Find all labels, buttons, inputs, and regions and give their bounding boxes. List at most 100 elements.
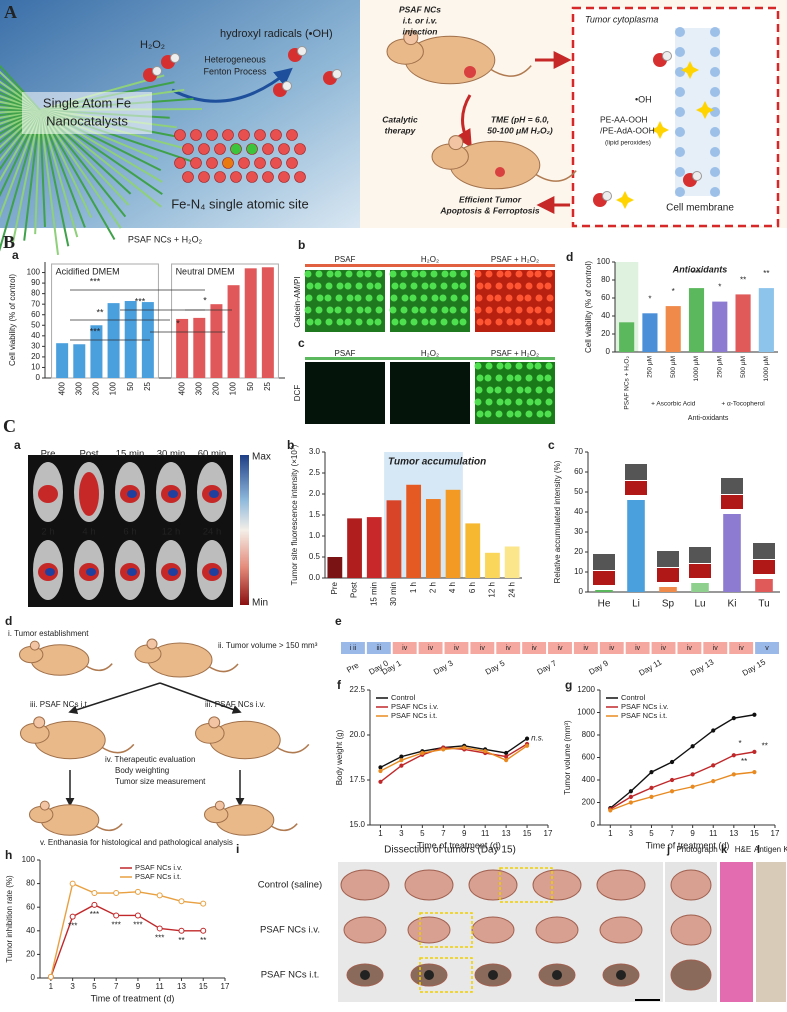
significance: * — [203, 295, 207, 305]
point — [524, 743, 530, 748]
cell — [449, 306, 457, 314]
x-tick-label: 13 — [177, 982, 186, 991]
atom — [254, 157, 266, 169]
panel-label: f — [337, 678, 342, 692]
cell — [514, 282, 522, 290]
label: Day 15 — [741, 657, 768, 678]
cell — [476, 410, 484, 418]
x-tick-label: 6 h — [468, 582, 477, 593]
y-tick-label: 80 — [26, 879, 35, 888]
atom — [190, 129, 202, 141]
legend-label: PSAF NCs i.v. — [391, 702, 438, 711]
organ-image — [593, 571, 615, 585]
x-axis-label: Time of treatment (d) — [646, 840, 730, 850]
x-tick-label: PSAF NCs + H₂O₂ — [623, 356, 630, 410]
cell — [486, 294, 494, 302]
x-tick-label: Sp — [662, 599, 675, 610]
bar — [90, 325, 103, 378]
cell — [399, 282, 407, 290]
label: H₂O₂ — [421, 255, 439, 264]
x-tick-label: 9 — [136, 982, 141, 991]
organ-image — [657, 551, 679, 567]
tumor-photo — [404, 869, 454, 901]
cell — [536, 374, 544, 382]
cell — [451, 318, 459, 326]
label: iv — [532, 645, 538, 652]
y-axis-label: Relative accumulated intensity (%) — [553, 460, 562, 583]
legend-label: PSAF NCs i.t. — [621, 711, 667, 720]
cell — [346, 294, 354, 302]
y-tick-label: 0.5 — [309, 552, 321, 561]
point — [628, 800, 633, 805]
cell — [485, 270, 493, 278]
x-tick-label: Lu — [694, 599, 705, 610]
cell — [526, 306, 534, 314]
significance: ** — [96, 307, 104, 317]
bar — [244, 268, 257, 378]
point — [524, 736, 530, 741]
label: a — [14, 438, 21, 452]
y-tick-label: 30 — [574, 527, 583, 536]
cell — [484, 410, 492, 418]
nanorod — [0, 106, 41, 111]
tumor-photo — [468, 869, 518, 901]
point — [91, 901, 98, 908]
label: Single Atom Fe — [43, 95, 131, 110]
y-tick-label: 17.5 — [349, 775, 365, 784]
cell — [525, 318, 533, 326]
cell — [496, 398, 504, 406]
timeline-box — [470, 642, 495, 654]
point — [628, 794, 633, 799]
cell — [334, 270, 342, 278]
y-tick-label: 80 — [601, 275, 610, 284]
point — [690, 744, 695, 749]
cell — [525, 374, 533, 382]
series-line — [610, 771, 755, 812]
cell — [536, 410, 544, 418]
cell — [429, 318, 437, 326]
y-tick-label: 40 — [26, 926, 35, 935]
nanorod — [0, 94, 41, 111]
bar — [366, 517, 382, 578]
nanorod — [0, 109, 41, 117]
y-tick-label: 20.0 — [349, 730, 365, 739]
label: PSAF + H₂O₂ — [491, 255, 539, 264]
nanorod — [0, 91, 41, 111]
y-tick-label: 100 — [27, 268, 41, 277]
point — [608, 808, 613, 813]
nanorod — [39, 109, 60, 256]
lipid-head — [710, 87, 720, 97]
bar — [327, 557, 343, 578]
molecule — [170, 53, 180, 63]
y-tick-label: 100 — [22, 855, 36, 864]
mouse-tail — [100, 743, 135, 754]
group-label: + α-Tocopherol — [721, 401, 765, 408]
timeline-box — [755, 642, 779, 654]
legend-label: Acidified DMEM — [56, 266, 120, 276]
bar — [485, 552, 500, 578]
cell — [504, 270, 512, 278]
mouse-ear — [208, 716, 221, 729]
chart-title: PSAF NCs + H₂O₂ — [128, 234, 203, 244]
significance: *** — [68, 922, 77, 931]
label: Catalytic — [382, 114, 418, 124]
ros-star — [651, 121, 669, 139]
cell — [449, 270, 457, 278]
label: Min — [252, 598, 268, 609]
cell — [409, 294, 417, 302]
point — [378, 779, 383, 784]
atom — [286, 129, 298, 141]
tumor — [464, 66, 476, 78]
atom — [230, 143, 242, 155]
point — [420, 750, 425, 756]
timeline-box — [444, 642, 469, 654]
molecule — [692, 171, 702, 181]
cell — [451, 282, 459, 290]
signal — [209, 568, 219, 576]
gradient-arrow — [305, 264, 555, 267]
atom — [270, 157, 282, 169]
lipid-head — [710, 127, 720, 137]
x-tick-label: 25 — [263, 381, 272, 390]
cell — [496, 306, 504, 314]
lipid-head — [710, 67, 720, 77]
